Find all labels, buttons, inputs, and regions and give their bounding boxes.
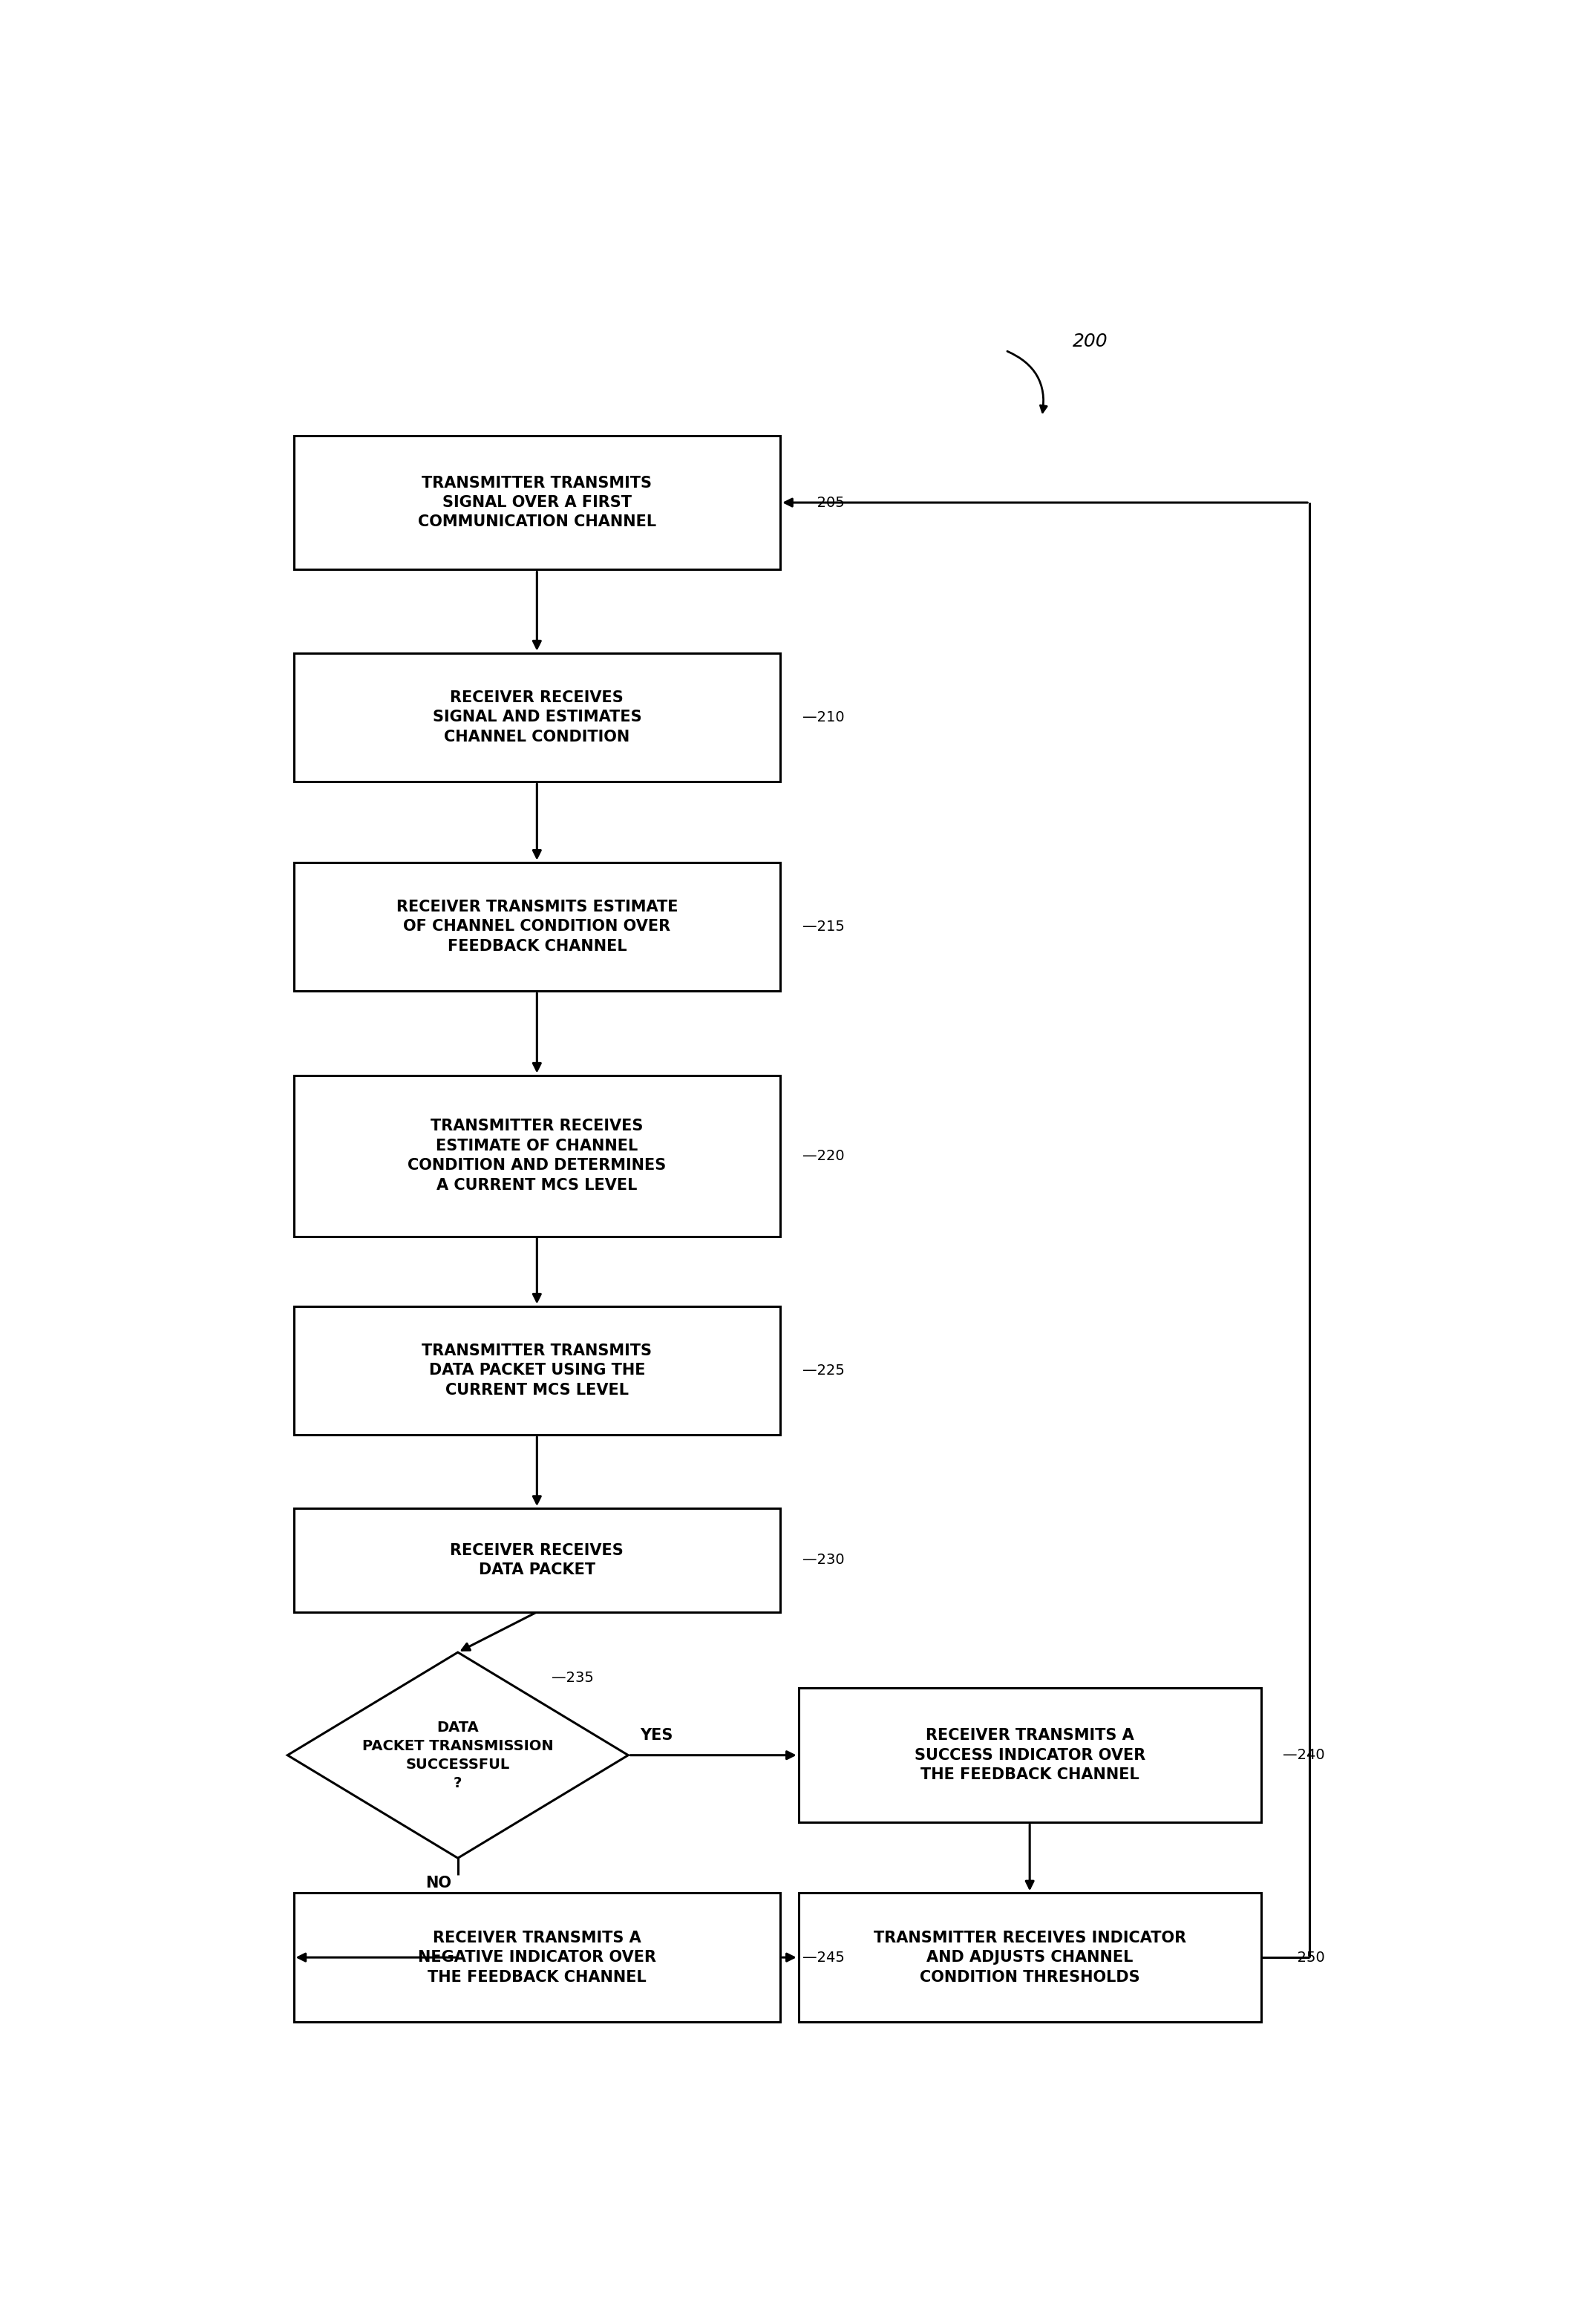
FancyBboxPatch shape — [294, 1076, 780, 1236]
Text: —215: —215 — [802, 920, 845, 934]
Polygon shape — [287, 1652, 628, 1859]
Text: RECEIVER TRANSMITS A
NEGATIVE INDICATOR OVER
THE FEEDBACK CHANNEL: RECEIVER TRANSMITS A NEGATIVE INDICATOR … — [418, 1931, 656, 1985]
Text: RECEIVER TRANSMITS ESTIMATE
OF CHANNEL CONDITION OVER
FEEDBACK CHANNEL: RECEIVER TRANSMITS ESTIMATE OF CHANNEL C… — [396, 899, 678, 953]
FancyBboxPatch shape — [799, 1894, 1261, 2022]
FancyBboxPatch shape — [294, 862, 780, 990]
Text: TRANSMITTER RECEIVES
ESTIMATE OF CHANNEL
CONDITION AND DETERMINES
A CURRENT MCS : TRANSMITTER RECEIVES ESTIMATE OF CHANNEL… — [408, 1118, 666, 1192]
Text: —220: —220 — [802, 1148, 845, 1162]
Text: YES: YES — [641, 1727, 674, 1743]
Text: TRANSMITTER TRANSMITS
DATA PACKET USING THE
CURRENT MCS LEVEL: TRANSMITTER TRANSMITS DATA PACKET USING … — [422, 1343, 652, 1397]
Text: RECEIVER RECEIVES
SIGNAL AND ESTIMATES
CHANNEL CONDITION: RECEIVER RECEIVES SIGNAL AND ESTIMATES C… — [432, 690, 642, 744]
Text: —210: —210 — [802, 711, 845, 725]
Text: 200: 200 — [1072, 332, 1108, 351]
FancyBboxPatch shape — [294, 435, 780, 569]
Text: —205: —205 — [802, 495, 845, 509]
FancyBboxPatch shape — [294, 653, 780, 781]
Text: NO: NO — [425, 1875, 452, 1892]
Text: RECEIVER RECEIVES
DATA PACKET: RECEIVER RECEIVES DATA PACKET — [451, 1543, 623, 1578]
Text: RECEIVER TRANSMITS A
SUCCESS INDICATOR OVER
THE FEEDBACK CHANNEL: RECEIVER TRANSMITS A SUCCESS INDICATOR O… — [914, 1729, 1145, 1783]
FancyBboxPatch shape — [294, 1894, 780, 2022]
Text: —250: —250 — [1283, 1950, 1325, 1964]
FancyBboxPatch shape — [294, 1508, 780, 1613]
Text: —235: —235 — [551, 1671, 593, 1685]
Text: —245: —245 — [802, 1950, 845, 1964]
FancyBboxPatch shape — [799, 1687, 1261, 1822]
Text: TRANSMITTER RECEIVES INDICATOR
AND ADJUSTS CHANNEL
CONDITION THRESHOLDS: TRANSMITTER RECEIVES INDICATOR AND ADJUS… — [873, 1931, 1185, 1985]
FancyBboxPatch shape — [294, 1306, 780, 1434]
Text: —230: —230 — [802, 1552, 845, 1566]
Text: DATA
PACKET TRANSMISSION
SUCCESSFUL
?: DATA PACKET TRANSMISSION SUCCESSFUL ? — [363, 1720, 554, 1789]
Text: TRANSMITTER TRANSMITS
SIGNAL OVER A FIRST
COMMUNICATION CHANNEL: TRANSMITTER TRANSMITS SIGNAL OVER A FIRS… — [418, 476, 656, 530]
Text: —225: —225 — [802, 1364, 845, 1378]
Text: —240: —240 — [1283, 1748, 1325, 1762]
